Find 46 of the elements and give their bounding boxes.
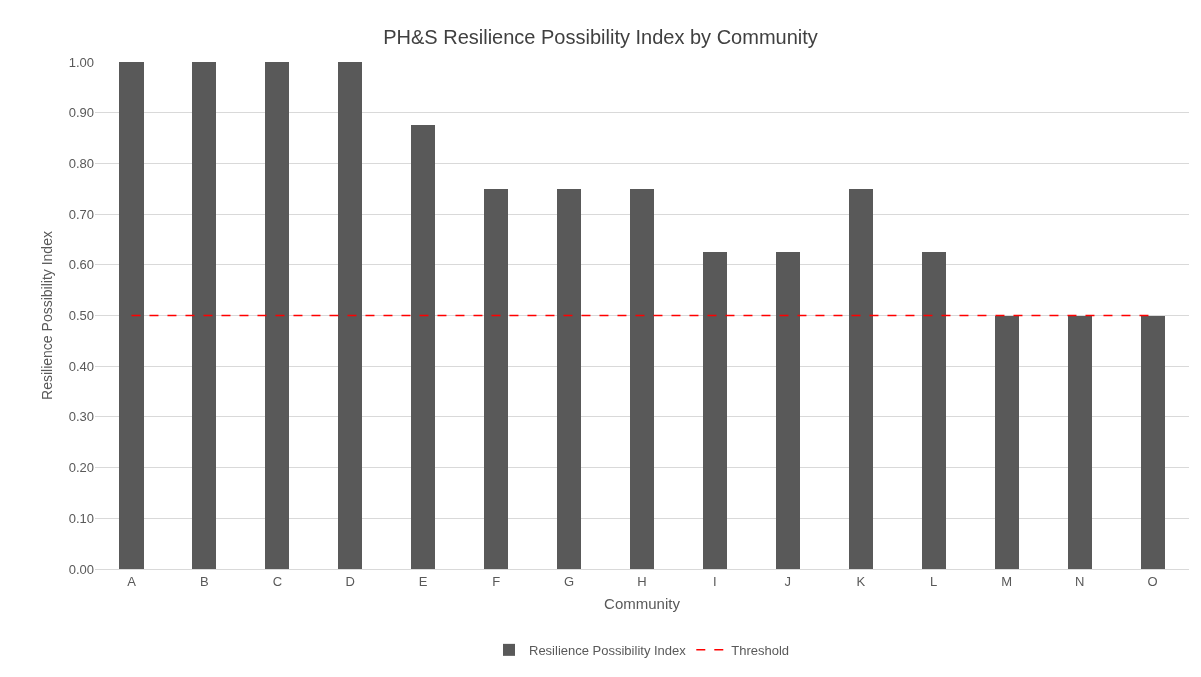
y-tick-label: 0.80 bbox=[68, 155, 94, 171]
bar bbox=[776, 252, 800, 569]
x-tick-label: O bbox=[1147, 573, 1158, 589]
y-tick-label: 0.30 bbox=[68, 409, 94, 425]
bar bbox=[922, 252, 946, 569]
bar bbox=[1068, 316, 1092, 569]
x-tick-label: G bbox=[564, 573, 575, 589]
bar bbox=[119, 62, 144, 569]
legend-label: Threshold bbox=[731, 642, 790, 658]
bar bbox=[192, 62, 216, 569]
x-tick-label: B bbox=[200, 573, 209, 589]
x-tick-label: J bbox=[784, 573, 792, 589]
y-tick-label: 0.50 bbox=[68, 308, 94, 324]
y-tick-label: 0.20 bbox=[68, 460, 94, 476]
x-tick-label: L bbox=[930, 573, 938, 589]
x-tick-label: A bbox=[127, 573, 137, 589]
bar bbox=[265, 62, 289, 569]
x-tick-label: E bbox=[418, 573, 428, 589]
bar bbox=[849, 189, 873, 569]
x-axis-title: Community bbox=[604, 594, 681, 612]
x-tick-label: I bbox=[713, 573, 717, 589]
bar bbox=[995, 316, 1019, 569]
y-tick-label: 0.90 bbox=[68, 105, 94, 121]
bar bbox=[411, 125, 435, 569]
y-axis-title: Resilience Possibility Index bbox=[39, 231, 56, 400]
y-tick-label: 0.60 bbox=[68, 257, 94, 273]
bar bbox=[338, 62, 362, 569]
x-tick-label: M bbox=[1001, 573, 1013, 589]
y-tick-label: 0.10 bbox=[68, 510, 94, 526]
x-tick-label: N bbox=[1074, 573, 1085, 589]
bar bbox=[703, 252, 727, 569]
bar bbox=[1141, 316, 1165, 569]
bar bbox=[557, 189, 581, 569]
x-tick-label: H bbox=[637, 573, 647, 589]
y-tick-label: 0.70 bbox=[68, 206, 94, 222]
chart-title: PH&S Resilience Possibility Index by Community bbox=[383, 26, 818, 49]
x-tick-label: D bbox=[345, 573, 355, 589]
legend-label: Resilience Possibility Index bbox=[529, 642, 687, 658]
y-tick-label: 1.00 bbox=[68, 54, 94, 70]
x-tick-label: F bbox=[492, 573, 501, 589]
bar bbox=[484, 189, 508, 569]
y-tick-label: 0.00 bbox=[68, 561, 94, 577]
x-tick-label: K bbox=[856, 573, 866, 589]
x-tick-label: C bbox=[272, 573, 283, 589]
y-tick-label: 0.40 bbox=[68, 358, 94, 374]
bar bbox=[630, 189, 654, 569]
